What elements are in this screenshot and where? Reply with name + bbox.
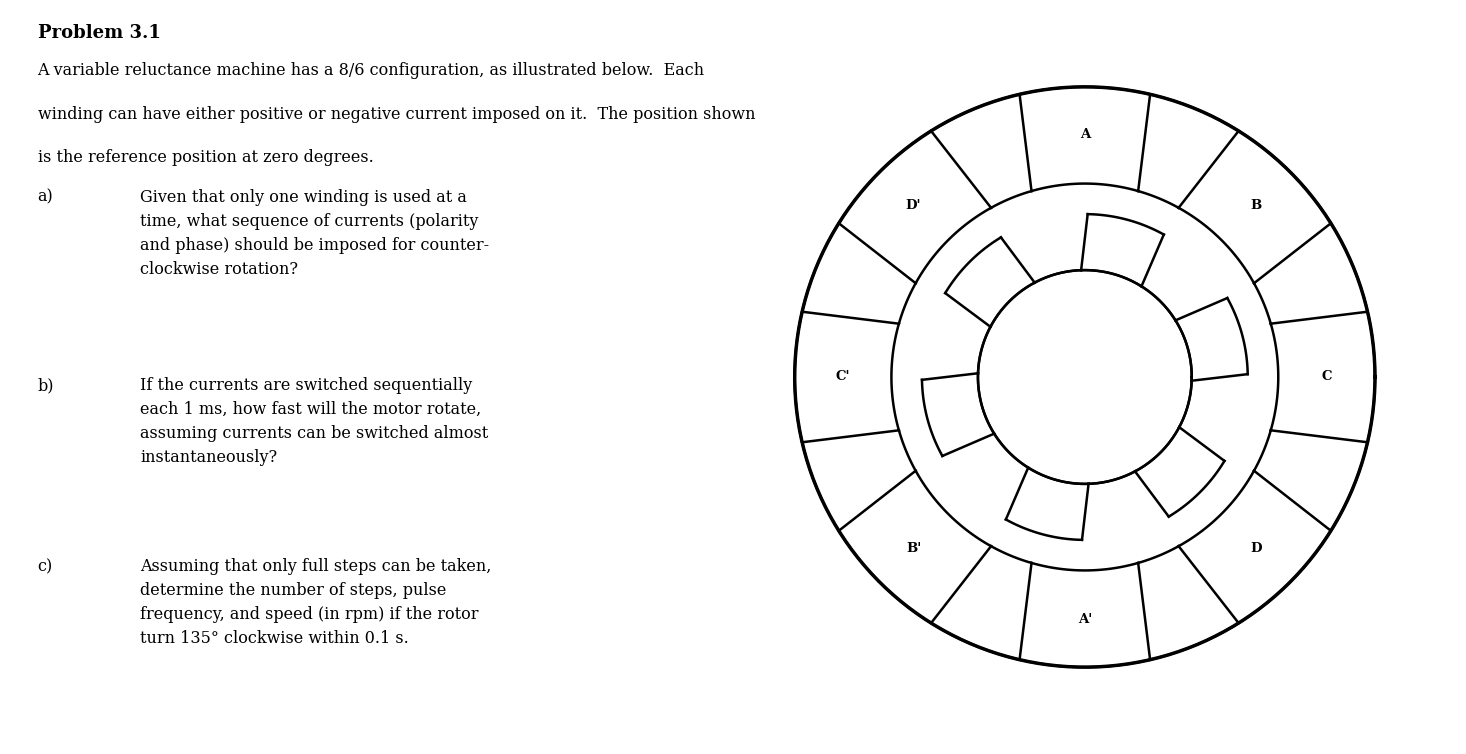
Text: If the currents are switched sequentially
each 1 ms, how fast will the motor rot: If the currents are switched sequentiall… <box>141 377 488 467</box>
Text: Problem 3.1: Problem 3.1 <box>38 24 160 42</box>
Text: c): c) <box>38 558 53 575</box>
Text: a): a) <box>38 188 53 206</box>
Text: is the reference position at zero degrees.: is the reference position at zero degree… <box>38 149 374 167</box>
Text: b): b) <box>38 377 54 394</box>
Text: A: A <box>1080 128 1089 141</box>
Text: C': C' <box>836 370 850 384</box>
Text: D: D <box>1250 542 1262 555</box>
Text: winding can have either positive or negative current imposed on it.  The positio: winding can have either positive or nega… <box>38 106 755 123</box>
Text: A variable reluctance machine has a 8/6 configuration, as illustrated below.  Ea: A variable reluctance machine has a 8/6 … <box>38 62 705 79</box>
Text: C: C <box>1322 370 1333 384</box>
Text: Given that only one winding is used at a
time, what sequence of currents (polari: Given that only one winding is used at a… <box>141 188 490 278</box>
Text: B': B' <box>906 542 921 555</box>
Text: D': D' <box>906 199 921 212</box>
Text: B: B <box>1250 199 1262 212</box>
Text: A': A' <box>1078 613 1092 626</box>
Text: Assuming that only full steps can be taken,
determine the number of steps, pulse: Assuming that only full steps can be tak… <box>141 558 491 648</box>
